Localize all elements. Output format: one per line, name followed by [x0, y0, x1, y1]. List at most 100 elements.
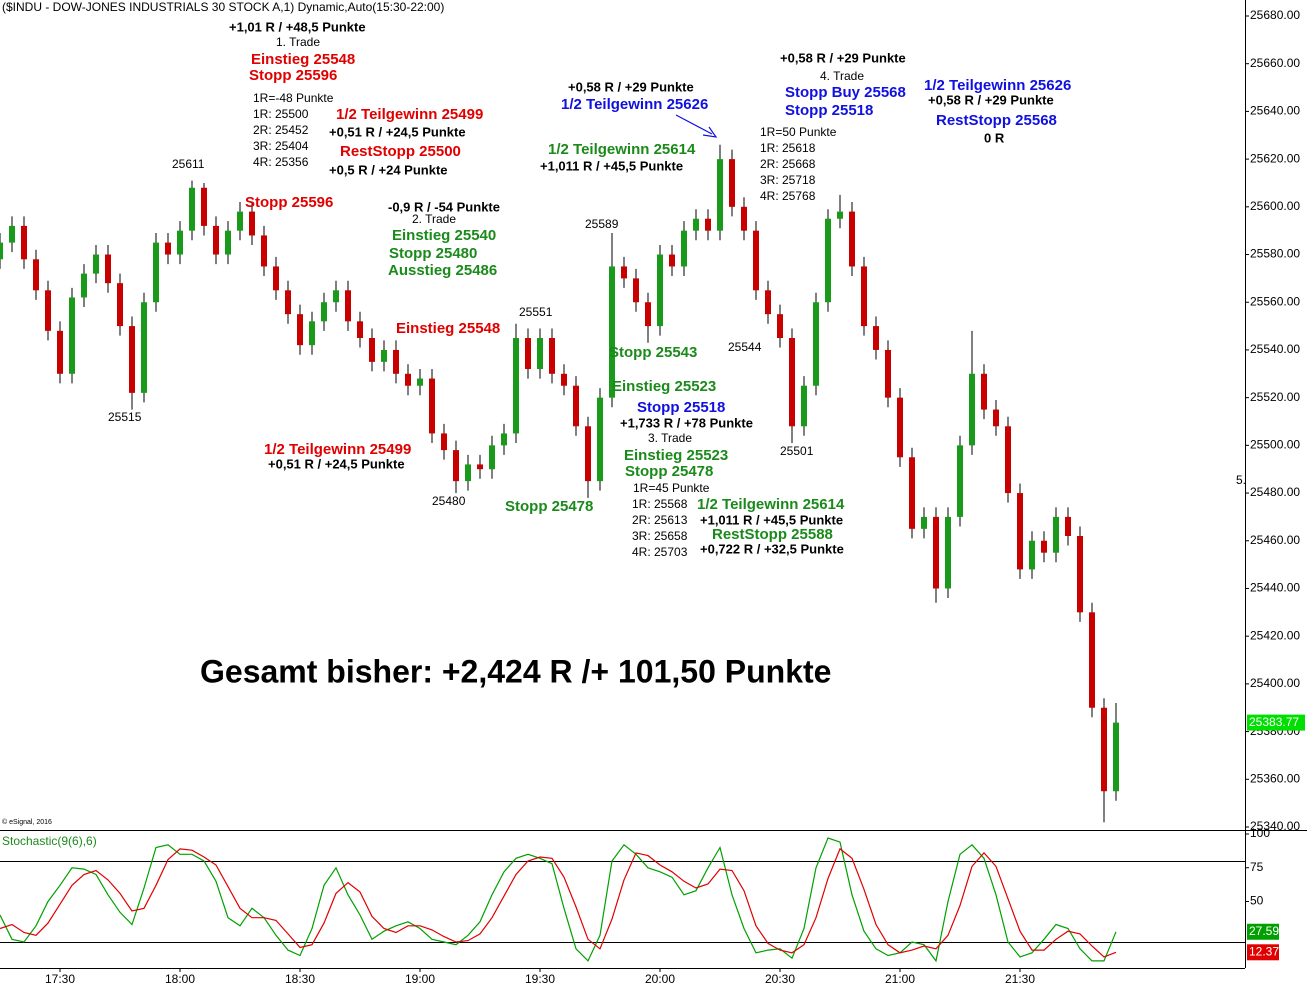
last-price-label: 25383.77	[1249, 715, 1299, 729]
candle-body	[609, 266, 615, 398]
candle-body	[9, 225, 15, 243]
indicator-title: Stochastic(9(6),6)	[2, 834, 97, 848]
annotation: +1,011 R / +45,5 Punkte	[700, 512, 843, 527]
candle-body	[717, 159, 723, 231]
candle-body	[105, 254, 111, 284]
candle-body	[849, 211, 855, 267]
annotation: Einstieg 25523	[612, 378, 716, 395]
candle-body	[129, 326, 135, 393]
candle-body	[621, 266, 627, 279]
candle-body	[225, 230, 231, 255]
x-tick-label: 21:00	[885, 972, 915, 986]
candle-body	[321, 302, 327, 322]
candle-body	[525, 338, 531, 370]
candle-body	[645, 302, 651, 327]
candle-body	[189, 187, 195, 231]
candle-body	[753, 230, 759, 291]
candle-body	[405, 373, 411, 386]
indicator-line	[0, 837, 1117, 963]
candle-body	[909, 457, 915, 529]
annotation: 4. Trade	[820, 69, 864, 83]
candle-body	[57, 330, 63, 374]
candle-body	[1101, 707, 1107, 792]
annotation: 4R: 25768	[760, 189, 816, 203]
annotation: 25480	[432, 494, 466, 508]
annotation: 1/2 Teilgewinn 25499	[336, 106, 483, 123]
candle-body	[177, 230, 183, 255]
annotation: RestStopp 25568	[936, 112, 1057, 129]
y-tick-label: 25660.00	[1250, 56, 1300, 70]
candle-body	[873, 326, 879, 350]
candle-body	[801, 385, 807, 427]
annotation: 25501	[780, 444, 814, 458]
candle-body	[453, 450, 459, 482]
chart-title: ($INDU - DOW-JONES INDUSTRIALS 30 STOCK …	[2, 0, 444, 14]
candle-body	[729, 159, 735, 207]
candle-body	[93, 254, 99, 274]
annotation: +1,01 R / +48,5 Punkte	[229, 19, 366, 34]
annotation: 1R: 25618	[760, 141, 816, 155]
x-tick-label: 21:30	[1005, 972, 1035, 986]
candle-body	[885, 349, 891, 398]
candle-body	[297, 314, 303, 346]
annotation: 2. Trade	[412, 212, 456, 226]
value-label: 12.37	[1249, 944, 1279, 958]
annotation: RestStopp 25588	[712, 526, 833, 543]
candle-body	[861, 266, 867, 327]
annotation: Ausstieg 25486	[388, 262, 497, 279]
annotation: 25589	[585, 217, 619, 231]
candle-body	[333, 290, 339, 303]
y-tick-label: 75	[1250, 860, 1264, 874]
candle-body	[1065, 516, 1071, 536]
candle-body	[273, 266, 279, 291]
y-tick-label: 25560.00	[1250, 294, 1300, 308]
annotation: 2R: 25452	[253, 123, 309, 137]
candle-body	[465, 464, 471, 482]
candle-body	[345, 290, 351, 322]
candle-body	[501, 433, 507, 446]
annotation: 3. Trade	[648, 431, 692, 445]
candle-body	[813, 302, 819, 386]
annotation: +0,5 R / +24 Punkte	[329, 162, 448, 177]
annotation: +0,51 R / +24,5 Punkte	[329, 124, 466, 139]
candle-body	[0, 242, 3, 260]
annotation: +0,51 R / +24,5 Punkte	[268, 456, 405, 471]
candle-body	[153, 242, 159, 303]
value-label: 27.59	[1249, 924, 1279, 938]
annotation: Einstieg 25548	[396, 320, 500, 337]
candle-body	[165, 242, 171, 255]
annotation: Einstieg 25540	[392, 227, 496, 244]
annotation: 0 R	[984, 130, 1005, 145]
candle-body	[477, 464, 483, 470]
candle-body	[669, 254, 675, 267]
candle-body	[1029, 540, 1035, 570]
y-tick-label: 50	[1250, 894, 1264, 908]
y-tick-label: 25680.00	[1250, 8, 1300, 22]
candle-body	[201, 187, 207, 226]
annotation: 3R: 25718	[760, 173, 816, 187]
candle-body	[81, 273, 87, 298]
y-tick-label: 25620.00	[1250, 151, 1300, 165]
annotation: +1,011 R / +45,5 Punkte	[540, 158, 683, 173]
candle-body	[549, 338, 555, 374]
candle-body	[33, 259, 39, 291]
y-tick-label: 25440.00	[1250, 581, 1300, 595]
candle-body	[981, 373, 987, 410]
x-tick-label: 17:30	[45, 972, 75, 986]
candle-body	[45, 290, 51, 331]
annotation: 4R: 25703	[632, 545, 688, 559]
annotation: Stopp Buy 25568	[785, 84, 906, 101]
x-tick-label: 19:30	[525, 972, 555, 986]
candle-body	[537, 338, 543, 370]
annotation: Stopp 25596	[249, 67, 337, 84]
candle-body	[381, 349, 387, 362]
candle-body	[417, 378, 423, 386]
candle-body	[1089, 612, 1095, 708]
annotation: 2R: 25668	[760, 157, 816, 171]
candle-body	[1041, 540, 1047, 553]
annotation: +0,58 R / +29 Punkte	[928, 92, 1054, 107]
candle-body	[1005, 426, 1011, 494]
x-tick-label: 20:30	[765, 972, 795, 986]
annotation: 1R=-48 Punkte	[253, 91, 334, 105]
